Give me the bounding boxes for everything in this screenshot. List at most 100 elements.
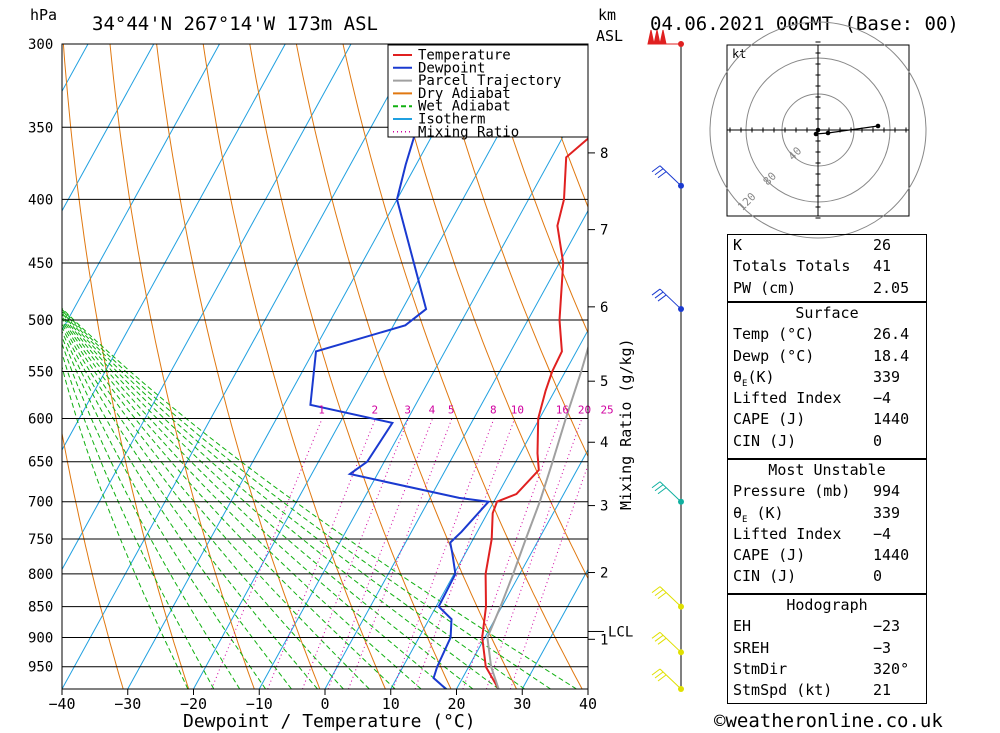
table-value: 2.05	[873, 278, 910, 297]
dry-adiabat-line	[62, 430, 124, 689]
hodograph-point	[825, 130, 831, 136]
km-tick-label: 3	[600, 499, 608, 515]
mixing-ratio-tick-label: 16	[556, 403, 569, 416]
wet-adiabat-line	[62, 315, 422, 689]
wind-barb-shaft	[659, 668, 682, 690]
table-value: −3	[873, 638, 892, 657]
x-tick-label: −30	[114, 695, 141, 713]
dry-adiabat-line	[62, 44, 190, 689]
table-key: θE (K)	[733, 503, 784, 525]
wet-adiabat-line	[62, 313, 448, 689]
dry-adiabat-line	[949, 44, 1000, 689]
dry-adiabat-line	[389, 44, 588, 580]
surface-table: Surface Temp (°C) 26.4 Dewp (°C) 18.4 θE(K) 33…	[727, 302, 927, 459]
km-tick-label: 8	[600, 146, 608, 162]
table-row: SREH −3	[728, 638, 926, 659]
table-value: −4	[873, 389, 892, 408]
dry-adiabat-line	[995, 44, 1000, 689]
table-key: CIN (J)	[733, 567, 797, 586]
lcl-label: LCL	[608, 624, 633, 640]
wet-adiabat-line	[62, 308, 551, 689]
km-tick-label: 5	[600, 374, 608, 390]
table-value: 339	[873, 503, 901, 522]
legend-label: Parcel Trajectory	[418, 73, 561, 89]
km-label: km	[598, 6, 616, 24]
isotherm-line	[62, 44, 352, 571]
isotherm-line	[456, 448, 588, 689]
wind-barb-feather	[657, 637, 667, 645]
table-row: Lifted Index −4	[728, 388, 926, 409]
hpa-label: hPa	[30, 6, 57, 24]
table-key: Totals Totals	[733, 257, 851, 276]
table-key: θE(K)	[733, 367, 775, 389]
x-tick-label: 0	[320, 695, 329, 713]
wind-barb-feather	[651, 668, 661, 676]
table-row: K 26	[728, 235, 926, 256]
wind-barb-feather	[654, 291, 664, 299]
hodograph-unit-label: kt	[732, 47, 746, 61]
table-value: 320°	[873, 659, 910, 678]
table-key: Lifted Index	[733, 524, 842, 543]
pressure-tick-label: 500	[28, 313, 53, 329]
table-key: StmDir	[733, 659, 788, 678]
pressure-tick-label: 900	[28, 631, 53, 647]
pressure-tick-label: 850	[28, 600, 53, 616]
wind-barb-feather	[654, 168, 664, 176]
pressure-tick-label: 400	[28, 192, 53, 208]
isotherm-line	[521, 568, 588, 689]
legend-label: Dewpoint	[418, 60, 485, 76]
wind-barb-feather	[657, 294, 667, 302]
isotherm-line	[258, 90, 588, 689]
indices-table: K 26 Totals Totals 41 PW (cm) 2.05	[727, 234, 927, 302]
mixing-ratio-tick-label: 10	[511, 403, 524, 416]
table-row: EH −23	[728, 616, 926, 637]
table-value: 26	[873, 236, 892, 254]
table-row: Temp (°C) 26.4	[728, 324, 926, 345]
mixing-ratio-line	[509, 463, 588, 689]
table-value: 0	[873, 567, 883, 586]
wind-barb-feather	[654, 484, 664, 492]
wind-barb-shaft	[659, 165, 682, 187]
mixing-ratio-line	[211, 418, 323, 689]
table-key: PW (cm)	[733, 278, 797, 297]
legend-label: Mixing Ratio	[418, 124, 519, 140]
dry-adiabat-line	[435, 44, 588, 458]
table-row: StmSpd (kt) 21	[728, 680, 926, 701]
wet-adiabat-line	[62, 310, 500, 689]
wind-barb	[651, 481, 682, 503]
isotherm-line	[390, 329, 588, 689]
copyright-footer: ©weatheronline.co.uk	[714, 710, 943, 732]
x-axis-label: Dewpoint / Temperature (°C)	[183, 711, 476, 732]
wet-adiabat-line	[62, 351, 215, 689]
wind-barb	[651, 668, 682, 690]
wind-barb-shaft	[659, 631, 682, 653]
isotherm-line	[127, 44, 483, 689]
mixing-ratio-tick-label: 2	[371, 403, 378, 416]
table-key: CAPE (J)	[733, 410, 806, 429]
pressure-tick-label: 750	[28, 532, 53, 548]
table-row: CAPE (J) 1440	[728, 545, 926, 566]
asl-label: ASL	[596, 27, 623, 45]
wind-barb	[651, 165, 682, 187]
isotherm-line	[324, 209, 588, 689]
table-key: K	[733, 236, 743, 254]
table-row: θE (K) 339	[728, 503, 926, 525]
table-value: 339	[873, 367, 901, 386]
wind-barb-feather	[657, 171, 667, 179]
wind-barb-feather	[651, 288, 661, 296]
table-value: −23	[873, 617, 901, 636]
wind-barb-shaft	[659, 586, 682, 607]
mixing-ratio-axis-label: Mixing Ratio (g/kg)	[617, 338, 635, 510]
hodograph-ring	[709, 21, 927, 239]
isotherm-line	[193, 44, 549, 689]
x-tick-label: 40	[579, 695, 597, 713]
wind-barb	[647, 29, 681, 45]
legend-label: Temperature	[418, 48, 511, 64]
x-tick-label: −40	[48, 695, 75, 713]
table-row: CIN (J) 0	[728, 431, 926, 452]
wind-barb-feather	[651, 481, 661, 489]
table-row: Pressure (mb) 994	[728, 481, 926, 502]
table-section-title: Surface	[795, 304, 859, 322]
km-tick-label: 4	[600, 435, 608, 451]
